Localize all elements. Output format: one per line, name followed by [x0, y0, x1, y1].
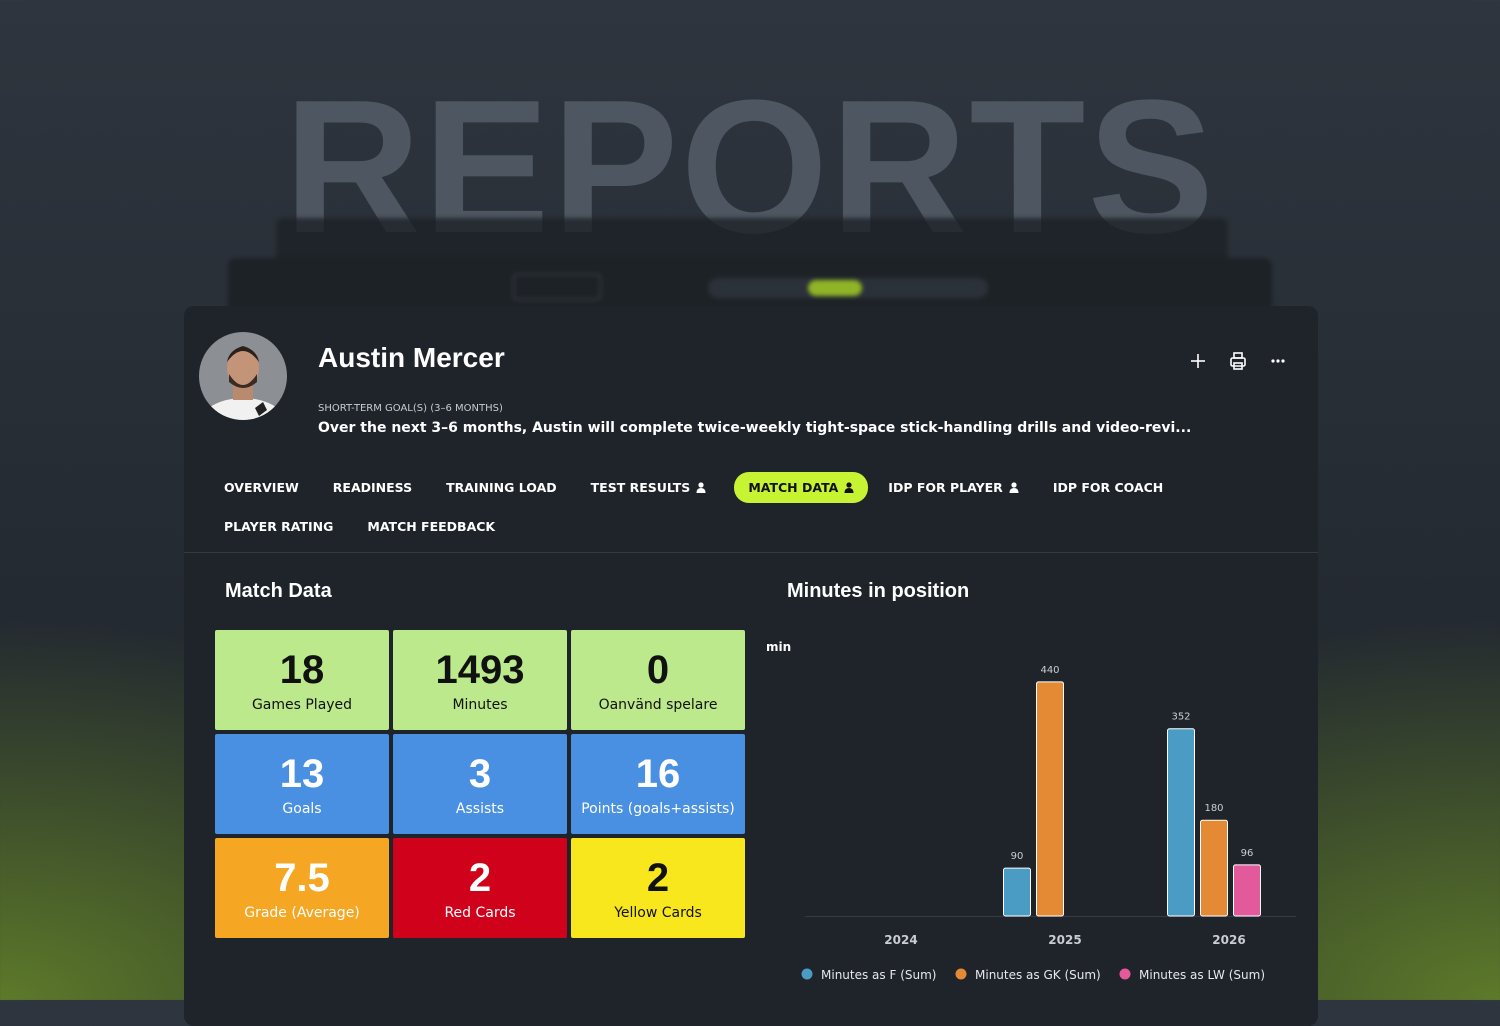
stat-tile: 13 Goals [215, 734, 389, 834]
stat-label: Red Cards [444, 905, 516, 921]
stat-tile: 18 Games Played [215, 630, 389, 730]
tab-label: TEST RESULTS [590, 480, 691, 495]
stat-value: 13 [279, 752, 325, 796]
stat-value: 3 [468, 752, 492, 796]
tab-label: TRAINING LOAD [446, 480, 557, 495]
bar [1167, 728, 1195, 917]
bar [1233, 864, 1261, 917]
bar [1003, 867, 1031, 917]
tab-label: PLAYER RATING [224, 519, 334, 534]
chart-title: Minutes in position [787, 580, 970, 602]
add-button[interactable] [1191, 354, 1205, 368]
stat-value: 2 [646, 856, 670, 900]
player-card: Austin Mercer SHORT-TERM GOAL(S) (3–6 MO… [184, 306, 1318, 1026]
goal-text: Over the next 3–6 months, Austin will co… [318, 420, 1192, 436]
player-name: Austin Mercer [318, 342, 505, 373]
stat-label: Assists [455, 801, 505, 817]
tab[interactable]: TRAINING LOAD [446, 472, 557, 503]
stat-tile: 0 Oanvänd spelare [571, 630, 745, 730]
stat-tile: 7.5 Grade (Average) [215, 838, 389, 938]
x-tick-label: 2025 [1048, 933, 1081, 947]
print-button[interactable] [1230, 352, 1246, 370]
stat-label: Minutes [452, 697, 508, 713]
x-tick-label: 2024 [884, 933, 917, 947]
tab-label: OVERVIEW [224, 480, 299, 495]
stat-value: 7.5 [274, 856, 330, 900]
toolbar [1191, 352, 1285, 370]
legend-marker [955, 968, 967, 980]
stat-tiles: 18 Games Played 1493 Minutes 0 Oanvänd spelar… [215, 630, 745, 938]
stat-tile: 2 Yellow Cards [571, 838, 745, 938]
stat-value: 2 [468, 856, 492, 900]
legend-label: Minutes as F (Sum) [821, 968, 936, 982]
stat-tile: 3 Assists [393, 734, 567, 834]
person-icon [1009, 482, 1019, 493]
stat-tile: 2 Red Cards [393, 838, 567, 938]
stat-label: Points (goals+assists) [581, 801, 735, 817]
data-label: 440 [1040, 665, 1059, 676]
stat-label: Yellow Cards [614, 905, 702, 921]
stat-value: 18 [279, 648, 325, 692]
stat-label: Goals [282, 801, 322, 817]
stat-label: Oanvänd spelare [598, 697, 718, 713]
stat-label: Games Played [251, 697, 353, 713]
stat-value: 0 [646, 648, 670, 692]
data-label: 180 [1204, 803, 1223, 814]
legend-marker [801, 968, 813, 980]
x-tick-label: 2026 [1212, 933, 1245, 947]
tab-label: IDP FOR COACH [1052, 480, 1164, 495]
legend-label: Minutes as LW (Sum) [1139, 968, 1265, 982]
tab[interactable]: READINESS [333, 472, 412, 503]
person-icon [696, 482, 706, 493]
tab-label: READINESS [332, 480, 413, 495]
data-label: 96 [1241, 848, 1254, 859]
bar [1200, 819, 1228, 917]
tab[interactable]: PLAYER RATING [224, 511, 333, 542]
data-label: 90 [1011, 851, 1024, 862]
y-axis-label: min [766, 640, 791, 654]
legend-marker [1119, 968, 1131, 980]
more-button[interactable] [1271, 359, 1285, 363]
tab-bar: OVERVIEW READINESS TRAINING LOAD TEST RESUL… [224, 472, 1284, 542]
stat-tile: 1493 Minutes [393, 630, 567, 730]
stat-value: 16 [635, 752, 681, 796]
tab[interactable]: MATCH FEEDBACK [367, 511, 495, 542]
stat-label: Grade (Average) [244, 905, 360, 921]
data-label: 352 [1171, 712, 1190, 723]
tab[interactable]: MATCH DATA [734, 472, 869, 503]
section-title: Match Data [225, 580, 332, 602]
tab[interactable]: TEST RESULTS [591, 472, 707, 503]
tab[interactable]: IDP FOR COACH [1053, 472, 1163, 503]
stat-value: 1493 [435, 648, 525, 692]
chart: min 2024 2025 90 440 2026 352 180 96 Minutes as F… [766, 640, 1296, 982]
tab-label: MATCH DATA [748, 480, 839, 495]
tab[interactable]: OVERVIEW [224, 472, 299, 503]
tab-label: IDP FOR PLAYER [888, 480, 1003, 495]
tab[interactable]: IDP FOR PLAYER [888, 472, 1019, 503]
bar [1036, 681, 1064, 917]
stat-tile: 16 Points (goals+assists) [571, 734, 745, 834]
divider [184, 552, 1318, 553]
person-icon [844, 482, 854, 493]
avatar[interactable] [199, 332, 287, 420]
tab-label: MATCH FEEDBACK [367, 519, 496, 534]
goal-label: SHORT-TERM GOAL(S) (3–6 MONTHS) [318, 403, 503, 414]
legend-label: Minutes as GK (Sum) [975, 968, 1101, 982]
